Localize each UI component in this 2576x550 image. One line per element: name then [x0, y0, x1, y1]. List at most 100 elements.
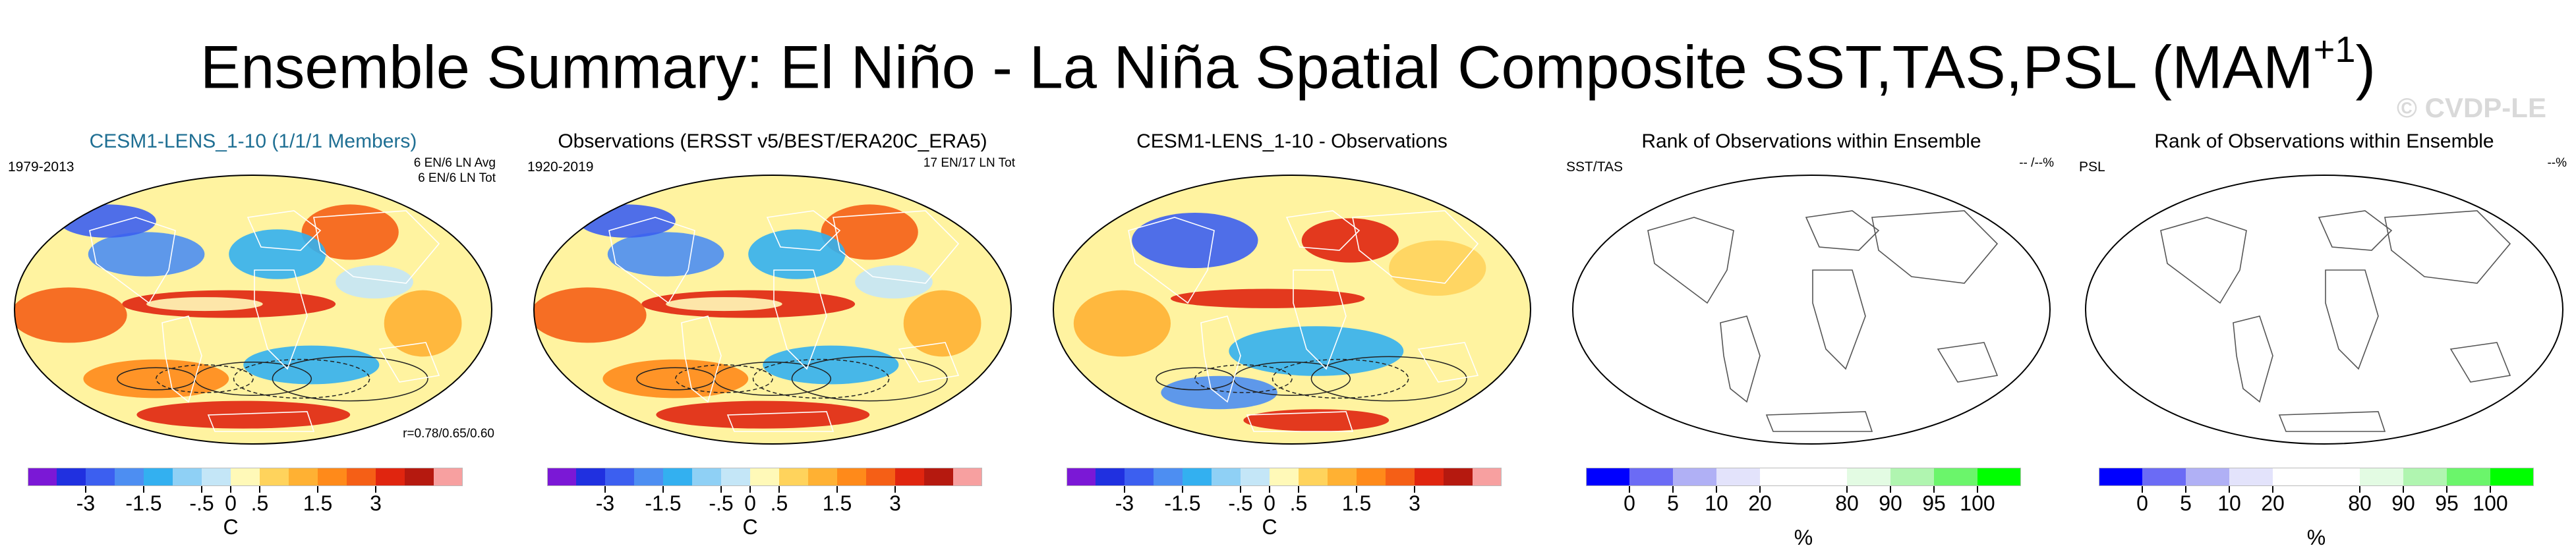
colorbar-swatch [2447, 468, 2491, 486]
anomaly-region-4 [607, 232, 724, 277]
continent-outline-0 [2160, 217, 2247, 304]
colorbar-tick [894, 486, 896, 493]
map-panel-1: CESM1-LENS_1-10 (1/1/1 Members) 1979-2013… [3, 125, 504, 547]
colorbar-tick [1182, 486, 1183, 493]
colorbar-frame [2099, 468, 2534, 486]
colorbar-swatch [1270, 468, 1299, 486]
anomaly-region-5 [229, 229, 326, 279]
colorbar-tick-label: -3 [1115, 491, 1134, 515]
panel-left-label: PSL [2079, 159, 2105, 175]
panel-right-labels: 6 EN/6 LN Avg 6 EN/6 LN Tot [414, 155, 496, 186]
panel-right-labels: 17 EN/17 LN Tot [923, 155, 1015, 171]
colorbar-swatch [605, 468, 635, 486]
colorbar-tick [1414, 486, 1415, 493]
psl-contour [675, 364, 773, 393]
continent-outline-6 [726, 411, 834, 432]
panel-right-label-1: -- /--% [2019, 156, 2054, 170]
colorbar-swatch [2316, 468, 2360, 486]
colorbar-tick [1890, 486, 1891, 493]
colorbar-swatch [202, 468, 231, 486]
colorbar-unit: % [2306, 526, 2326, 549]
continent-outline-4 [313, 210, 440, 284]
colorbar-swatch [2490, 468, 2534, 486]
colorbar-tick-label: 0 [1264, 491, 1275, 515]
colorbar-swatch [2099, 468, 2143, 486]
colorbar-tick-label: 90 [1879, 491, 1902, 515]
map-border [2085, 175, 2563, 445]
colorbar [1586, 468, 2021, 486]
robinson-map [1053, 175, 1531, 445]
colorbar-tick [1124, 486, 1125, 493]
colorbar-swatch [115, 468, 144, 486]
colorbar-swatch [1241, 468, 1270, 486]
panel-left-label: 1979-2013 [8, 159, 74, 175]
colorbar-tick-label: .5 [250, 491, 269, 515]
colorbar-tick-label: -1.5 [1164, 491, 1201, 515]
colorbar-tick [662, 486, 664, 493]
continent-outline-0 [89, 217, 176, 304]
colorbar-tick-label: 1.5 [1341, 491, 1372, 515]
colorbar-swatch [2186, 468, 2230, 486]
colorbar-tick-label: -3 [76, 491, 96, 515]
colorbar-tick-label: 10 [1705, 491, 1728, 515]
colorbar-swatch [1183, 468, 1212, 486]
colorbar-tick [2490, 486, 2491, 493]
panel-right-label-1: --% [2547, 156, 2567, 170]
colorbar-unit: C [742, 515, 758, 539]
colorbar-tick [1759, 486, 1761, 493]
colorbar-tick [1240, 486, 1241, 493]
continent-outline-3 [2325, 269, 2379, 370]
colorbar-swatch [1673, 468, 1717, 486]
watermark: © CVDP-LE [2397, 92, 2546, 123]
continent-outline-0 [1128, 217, 1215, 304]
colorbar-tick-label: 20 [2261, 491, 2285, 515]
colorbar [28, 468, 463, 486]
anomaly-region-4 [88, 232, 205, 277]
colorbar-swatch [144, 468, 173, 486]
colorbar-swatch [2360, 468, 2404, 486]
panel-title: Observations (ERSST v5/BEST/ERA20C_ERA5) [558, 130, 987, 152]
figure-title-close: ) [2355, 34, 2376, 101]
anomaly-region-2 [301, 204, 399, 260]
colorbar-tick [2272, 486, 2273, 493]
colorbar-tick [2185, 486, 2186, 493]
colorbar-tick-label: 3 [370, 491, 382, 515]
panel-title: CESM1-LENS_1-10 (1/1/1 Members) [89, 130, 417, 152]
continent-outline-4 [833, 210, 960, 284]
colorbar-swatch [924, 468, 954, 486]
pattern-correlation-label: r=0.78/0.65/0.60 [403, 427, 494, 441]
continent-outline-5 [1937, 342, 1999, 383]
colorbar-tick [201, 486, 202, 493]
anomaly-region-1 [1132, 213, 1258, 268]
colorbar-tick-label: .5 [770, 491, 788, 515]
continent-outline-1 [681, 316, 722, 403]
panel-title: Rank of Observations within Ensemble [1641, 130, 1981, 152]
colorbar [547, 468, 982, 486]
colorbar-tick [2403, 486, 2404, 493]
map-panel-4: Rank of Observations within Ensemble SST/… [1561, 125, 2062, 549]
continent-outline-5 [1417, 342, 1479, 383]
continent-outline-4 [1871, 210, 1999, 284]
figure-title: Ensemble Summary: El Niño - La Niña Spat… [0, 18, 2576, 104]
continent-outline-1 [1200, 316, 1241, 403]
colorbar [1067, 468, 1502, 486]
anomaly-region-11 [855, 265, 933, 299]
colorbar-tick [1269, 486, 1270, 493]
colorbar-unit: C [1262, 515, 1277, 539]
colorbar-swatch [1473, 468, 1502, 486]
colorbar-tick-label: -.5 [189, 491, 214, 515]
colorbar-swatch [547, 468, 577, 486]
continent-outline-6 [1765, 411, 1873, 432]
anomaly-region-1 [146, 297, 263, 312]
continent-outline-3 [1293, 269, 1347, 370]
figure-title-text: Ensemble Summary: El Niño - La Niña Spat… [200, 34, 2314, 101]
colorbar-tick-label: 1.5 [303, 491, 333, 515]
anomaly-region-7 [1243, 409, 1390, 431]
colorbar-tick-label: 5 [2180, 491, 2192, 515]
panel-left-label: 1920-2019 [527, 159, 594, 175]
colorbar-swatch [1096, 468, 1125, 486]
colorbar-swatch [28, 468, 57, 486]
colorbar-frame [1586, 468, 2021, 486]
map-border [1053, 175, 1531, 445]
continent-outline-6 [1246, 411, 1354, 432]
